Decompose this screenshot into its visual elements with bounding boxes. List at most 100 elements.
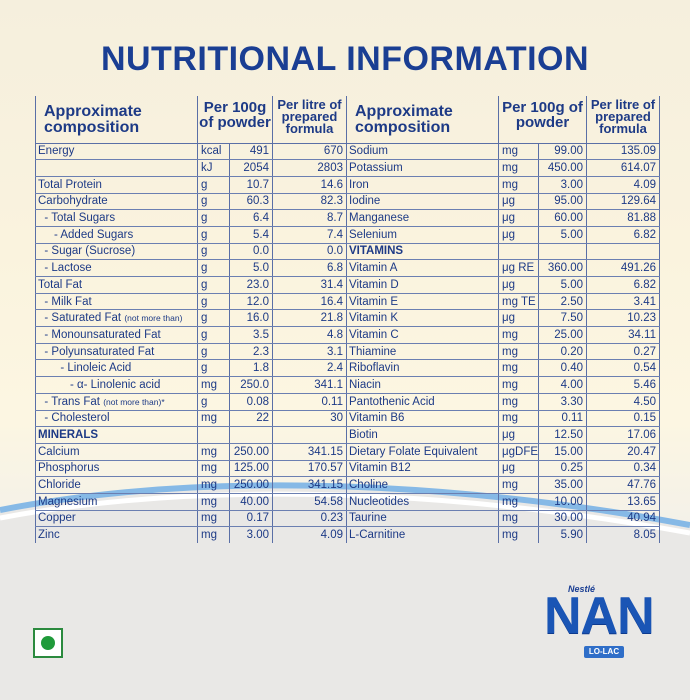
unit-cell: mg: [498, 343, 539, 361]
unit-cell: mg: [498, 326, 539, 344]
nutrient-label: Nucleotides: [349, 495, 410, 508]
table-row: Vitamin C mg 25.00 34.11: [346, 326, 660, 344]
nutrient-label: - Total Sugars: [38, 212, 116, 225]
unit-cell: kJ: [197, 159, 230, 177]
table-row: Thiamine mg 0.20 0.27: [346, 343, 660, 361]
unit-cell: mg: [498, 159, 539, 177]
unit-cell: μg: [498, 309, 539, 328]
value-per-litre: 30: [272, 410, 347, 428]
table-row: - Total Sugars g 6.4 8.7: [35, 209, 347, 227]
nutrient-label: - Monounsaturated Fat: [38, 328, 161, 341]
table-row: Chloride mg 250.00 341.15: [35, 476, 347, 494]
nutrient-label: - Linoleic Acid: [38, 362, 132, 375]
value-per-litre: 20.47: [586, 443, 660, 461]
table-row: Manganese μg 60.00 81.88: [346, 209, 660, 227]
nutrient-name: - Polyunsaturated Fat: [35, 343, 198, 361]
table-row: - Polyunsaturated Fat g 2.3 3.1: [35, 343, 347, 361]
table-row: - Lactose g 5.0 6.8: [35, 259, 347, 277]
table-row: Iodine μg 95.00 129.64: [346, 193, 660, 211]
nutrient-label: Total Fat: [38, 278, 83, 291]
table-row: Taurine mg 30.00 40.94: [346, 510, 660, 528]
nutrient-label: Pantothenic Acid: [349, 395, 435, 408]
value-per-litre: 8.7: [272, 209, 347, 227]
header-composition: Approximate composition: [346, 96, 499, 144]
value-per-100g: 7.50: [538, 309, 587, 328]
unit-cell: μg RE: [498, 259, 539, 277]
unit-cell: mg: [498, 493, 539, 511]
nutrient-note: (not more than)*: [103, 396, 165, 407]
nutrient-name: Vitamin B12: [346, 460, 499, 478]
value-per-100g: 15.00: [538, 443, 587, 461]
value-per-litre: 614.07: [586, 159, 660, 177]
unit-cell: mg: [498, 176, 539, 194]
unit-cell: g: [197, 176, 230, 194]
nutrient-name: Biotin: [346, 426, 499, 444]
table-row: kJ 2054 2803: [35, 159, 347, 177]
value-per-100g: 5.00: [538, 276, 587, 294]
unit-cell: mg: [498, 393, 539, 411]
unit-cell: mg: [197, 460, 230, 478]
unit-cell: g: [197, 359, 230, 378]
table-row: Selenium μg 5.00 6.82: [346, 226, 660, 244]
value-per-litre: 6.82: [586, 276, 660, 294]
value-per-100g: 3.5: [229, 326, 273, 344]
nutrient-label: VITAMINS: [349, 245, 404, 258]
table-row: Vitamin D μg 5.00 6.82: [346, 276, 660, 294]
unit-cell: μg: [498, 226, 539, 244]
nutrient-name: Dietary Folate Equivalent: [346, 443, 499, 461]
header-per-100g: Per 100g of powder: [197, 96, 273, 144]
nutrient-label: - Lactose: [38, 262, 92, 275]
table-row: VITAMINS: [346, 243, 660, 261]
nutrient-name: Copper: [35, 510, 198, 528]
nan-logo: NAN: [544, 587, 655, 645]
value-per-litre: 0.54: [586, 359, 660, 378]
value-per-litre: 14.6: [272, 176, 347, 194]
nutrient-label: Thiamine: [349, 345, 397, 358]
nutrient-name: Choline: [346, 476, 499, 494]
nutrient-label: Vitamin B12: [349, 462, 411, 475]
unit-cell: mg: [197, 410, 230, 428]
table-row: Energy kcal 491 670: [35, 143, 347, 161]
unit-cell: mg TE: [498, 293, 539, 311]
unit-cell: g: [197, 226, 230, 244]
table-row: Calcium mg 250.00 341.15: [35, 443, 347, 461]
value-per-litre: 10.23: [586, 309, 660, 328]
value-per-litre: 16.4: [272, 293, 347, 311]
value-per-100g: 250.00: [229, 476, 273, 494]
header-per-litre: Per litre of prepared formula: [586, 96, 660, 144]
table-row: Sodium mg 99.00 135.09: [346, 143, 660, 161]
value-per-litre: 6.82: [586, 226, 660, 244]
nutrient-name: Calcium: [35, 443, 198, 461]
value-per-100g: 60.3: [229, 193, 273, 211]
table-row: - Sugar (Sucrose) g 0.0 0.0: [35, 243, 347, 261]
value-per-100g: 5.4: [229, 226, 273, 244]
header-per-litre: Per litre of prepared formula: [272, 96, 347, 144]
unit-cell: mg: [197, 526, 230, 543]
nutrient-name: Vitamin E: [346, 293, 499, 311]
value-per-100g: 99.00: [538, 143, 587, 161]
value-per-litre: 4.50: [586, 393, 660, 411]
nutrient-name: - Trans Fat (not more than)*: [35, 393, 198, 411]
nutrient-label: Copper: [38, 512, 76, 525]
value-per-litre: 13.65: [586, 493, 660, 511]
table-row: Vitamin B12 μg 0.25 0.34: [346, 460, 660, 478]
value-per-litre: 81.88: [586, 209, 660, 227]
nutrition-table-left: Approximate composition Per 100g of powd…: [35, 96, 347, 543]
nestle-brand: Nestlé: [568, 584, 596, 594]
unit-cell: mg: [498, 476, 539, 494]
unit-cell: [498, 243, 539, 261]
unit-cell: μg: [498, 193, 539, 211]
value-per-litre: 2803: [272, 159, 347, 177]
nutrient-label: Riboflavin: [349, 362, 400, 375]
unit-cell: mg: [197, 476, 230, 494]
unit-cell: μg: [498, 426, 539, 444]
nutrient-label: - Milk Fat: [38, 295, 92, 308]
header-composition: Approximate composition: [35, 96, 198, 144]
value-per-litre: 0.34: [586, 460, 660, 478]
value-per-100g: 1.8: [229, 359, 273, 378]
value-per-litre: 5.46: [586, 376, 660, 394]
table-row: - Milk Fat g 12.0 16.4: [35, 293, 347, 311]
value-per-100g: 2.3: [229, 343, 273, 361]
value-per-100g: 5.0: [229, 259, 273, 277]
nutrient-label: Vitamin A: [349, 262, 398, 275]
